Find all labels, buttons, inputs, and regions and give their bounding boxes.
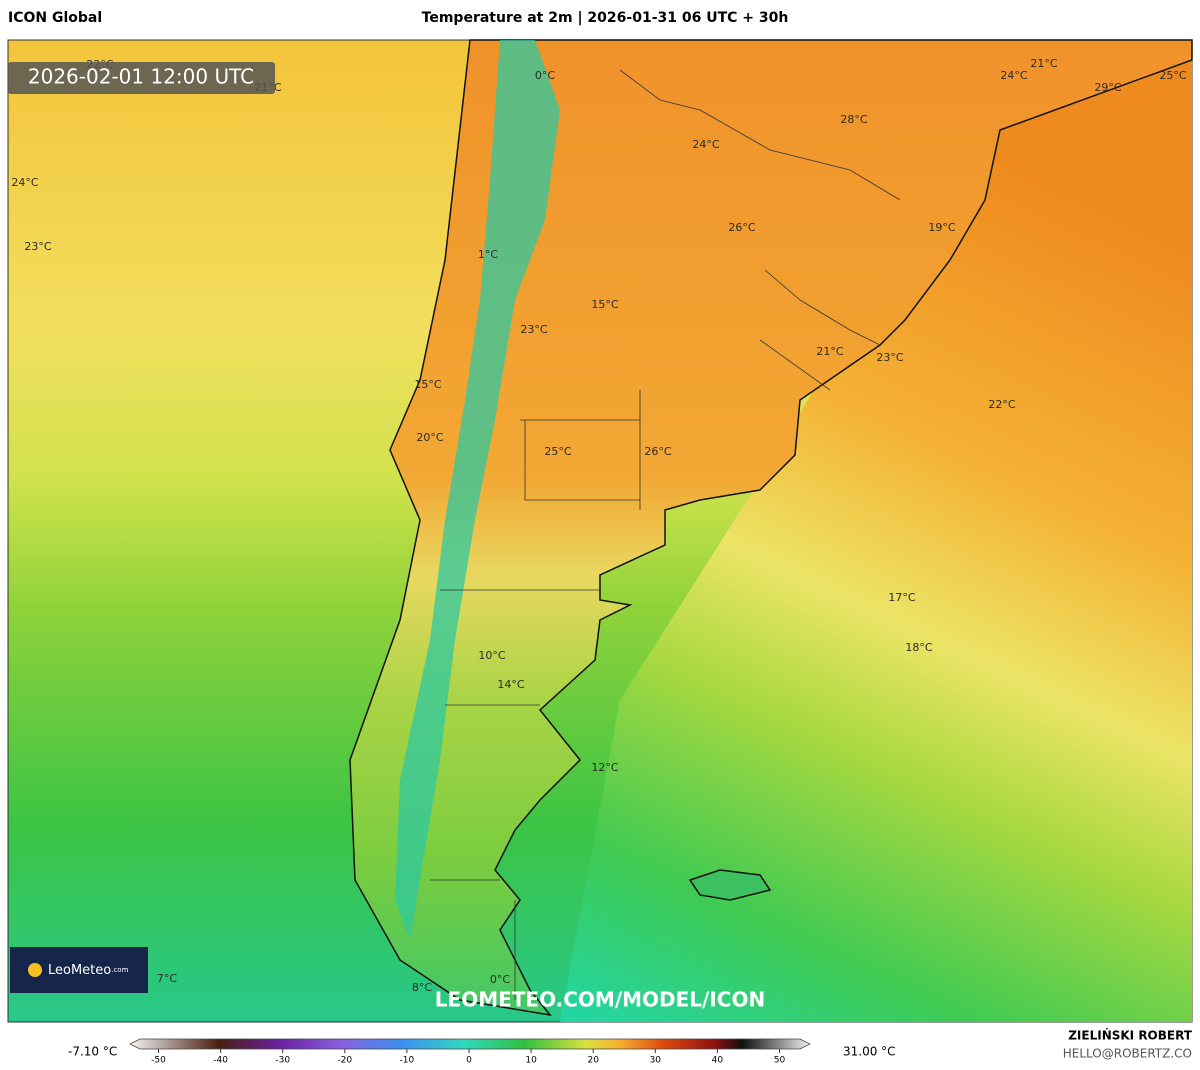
author: ZIELIŃSKI ROBERT: [1068, 1028, 1193, 1043]
colorbar-bar: [129, 1038, 811, 1050]
map: 22°C21°C0°C24°C23°C24°C21°C24°C25°C29°C2…: [7, 39, 1193, 1023]
temp-label: 28°C: [840, 113, 867, 126]
temp-label: 25°C: [544, 445, 571, 458]
logo-text: LeoMeteo: [48, 963, 111, 978]
borders: [430, 69, 901, 1000]
timestamp: 2026-02-01 12:00 UTC: [28, 65, 254, 89]
land: [349, 39, 1193, 1017]
title: Temperature at 2m | 2026-01-31 06 UTC + …: [422, 10, 789, 26]
temp-label: 12°C: [591, 761, 618, 774]
colorbar-tick-label: -50: [151, 1056, 166, 1066]
falklands: [688, 869, 772, 901]
temp-label: 22°C: [988, 398, 1015, 411]
temp-label: 20°C: [416, 431, 443, 444]
colorbar-tick-label: -40: [213, 1056, 228, 1066]
temp-label: 15°C: [591, 298, 618, 311]
atlantic: [560, 40, 1192, 1022]
colorbar-tick-label: 50: [774, 1056, 786, 1066]
temp-label: 10°C: [478, 649, 505, 662]
temp-label: 8°C: [412, 981, 432, 994]
email: HELLO@ROBERTZ.CO: [1063, 1047, 1192, 1061]
temp-label: 0°C: [535, 69, 555, 82]
temp-label: 17°C: [888, 591, 915, 604]
timestamp-box: [8, 62, 275, 94]
colorbar-tick-label: 0: [466, 1056, 472, 1066]
logo: LeoMeteo.com: [48, 963, 129, 978]
colorbar-max: 31.00 °C: [843, 1045, 896, 1059]
colorbar-tick-label: 40: [712, 1056, 724, 1066]
temp-label: 1°C: [478, 248, 498, 261]
andes: [395, 40, 560, 940]
temp-label: 29°C: [1094, 81, 1121, 94]
temp-label: 21°C: [1030, 57, 1057, 70]
temp-label: 23°C: [24, 240, 51, 253]
temperature-labels: 22°C21°C0°C24°C23°C24°C21°C24°C25°C29°C2…: [11, 57, 1186, 994]
temp-label: 18°C: [905, 641, 932, 654]
colorbar: -7.10 °C 31.00 °C -50 -40 -30 -20 -10 0 10 20 30…: [68, 1038, 896, 1066]
colorbar-tick-label: -30: [275, 1056, 290, 1066]
temp-label: 23°C: [876, 351, 903, 364]
model-name: ICON Global: [8, 10, 102, 26]
temp-label: 24°C: [11, 176, 38, 189]
temp-label: 24°C: [692, 138, 719, 151]
watermark: LEOMETEO.COM/MODEL/ICON: [435, 988, 765, 1012]
temp-label: 26°C: [728, 221, 755, 234]
temp-label: 26°C: [644, 445, 671, 458]
colorbar-tick-label: -20: [337, 1056, 352, 1066]
temp-label: 23°C: [520, 323, 547, 336]
colorbar-tick-label: -10: [400, 1056, 415, 1066]
colorbar-tick-label: 10: [525, 1056, 537, 1066]
temp-label: 25°C: [1159, 69, 1186, 82]
logo-suffix: .com: [111, 966, 128, 974]
temp-label: 15°C: [414, 378, 441, 391]
temp-label: 19°C: [928, 221, 955, 234]
colorbar-tick-label: 20: [587, 1056, 599, 1066]
temp-label: 14°C: [497, 678, 524, 691]
temp-label: 7°C: [157, 972, 177, 985]
logo-sun: [28, 963, 42, 977]
temp-label: 0°C: [490, 973, 510, 986]
temp-label: 21°C: [816, 345, 843, 358]
temp-label: 24°C: [1000, 69, 1027, 82]
colorbar-tick-label: 30: [650, 1056, 662, 1066]
colorbar-min: -7.10 °C: [68, 1045, 117, 1059]
